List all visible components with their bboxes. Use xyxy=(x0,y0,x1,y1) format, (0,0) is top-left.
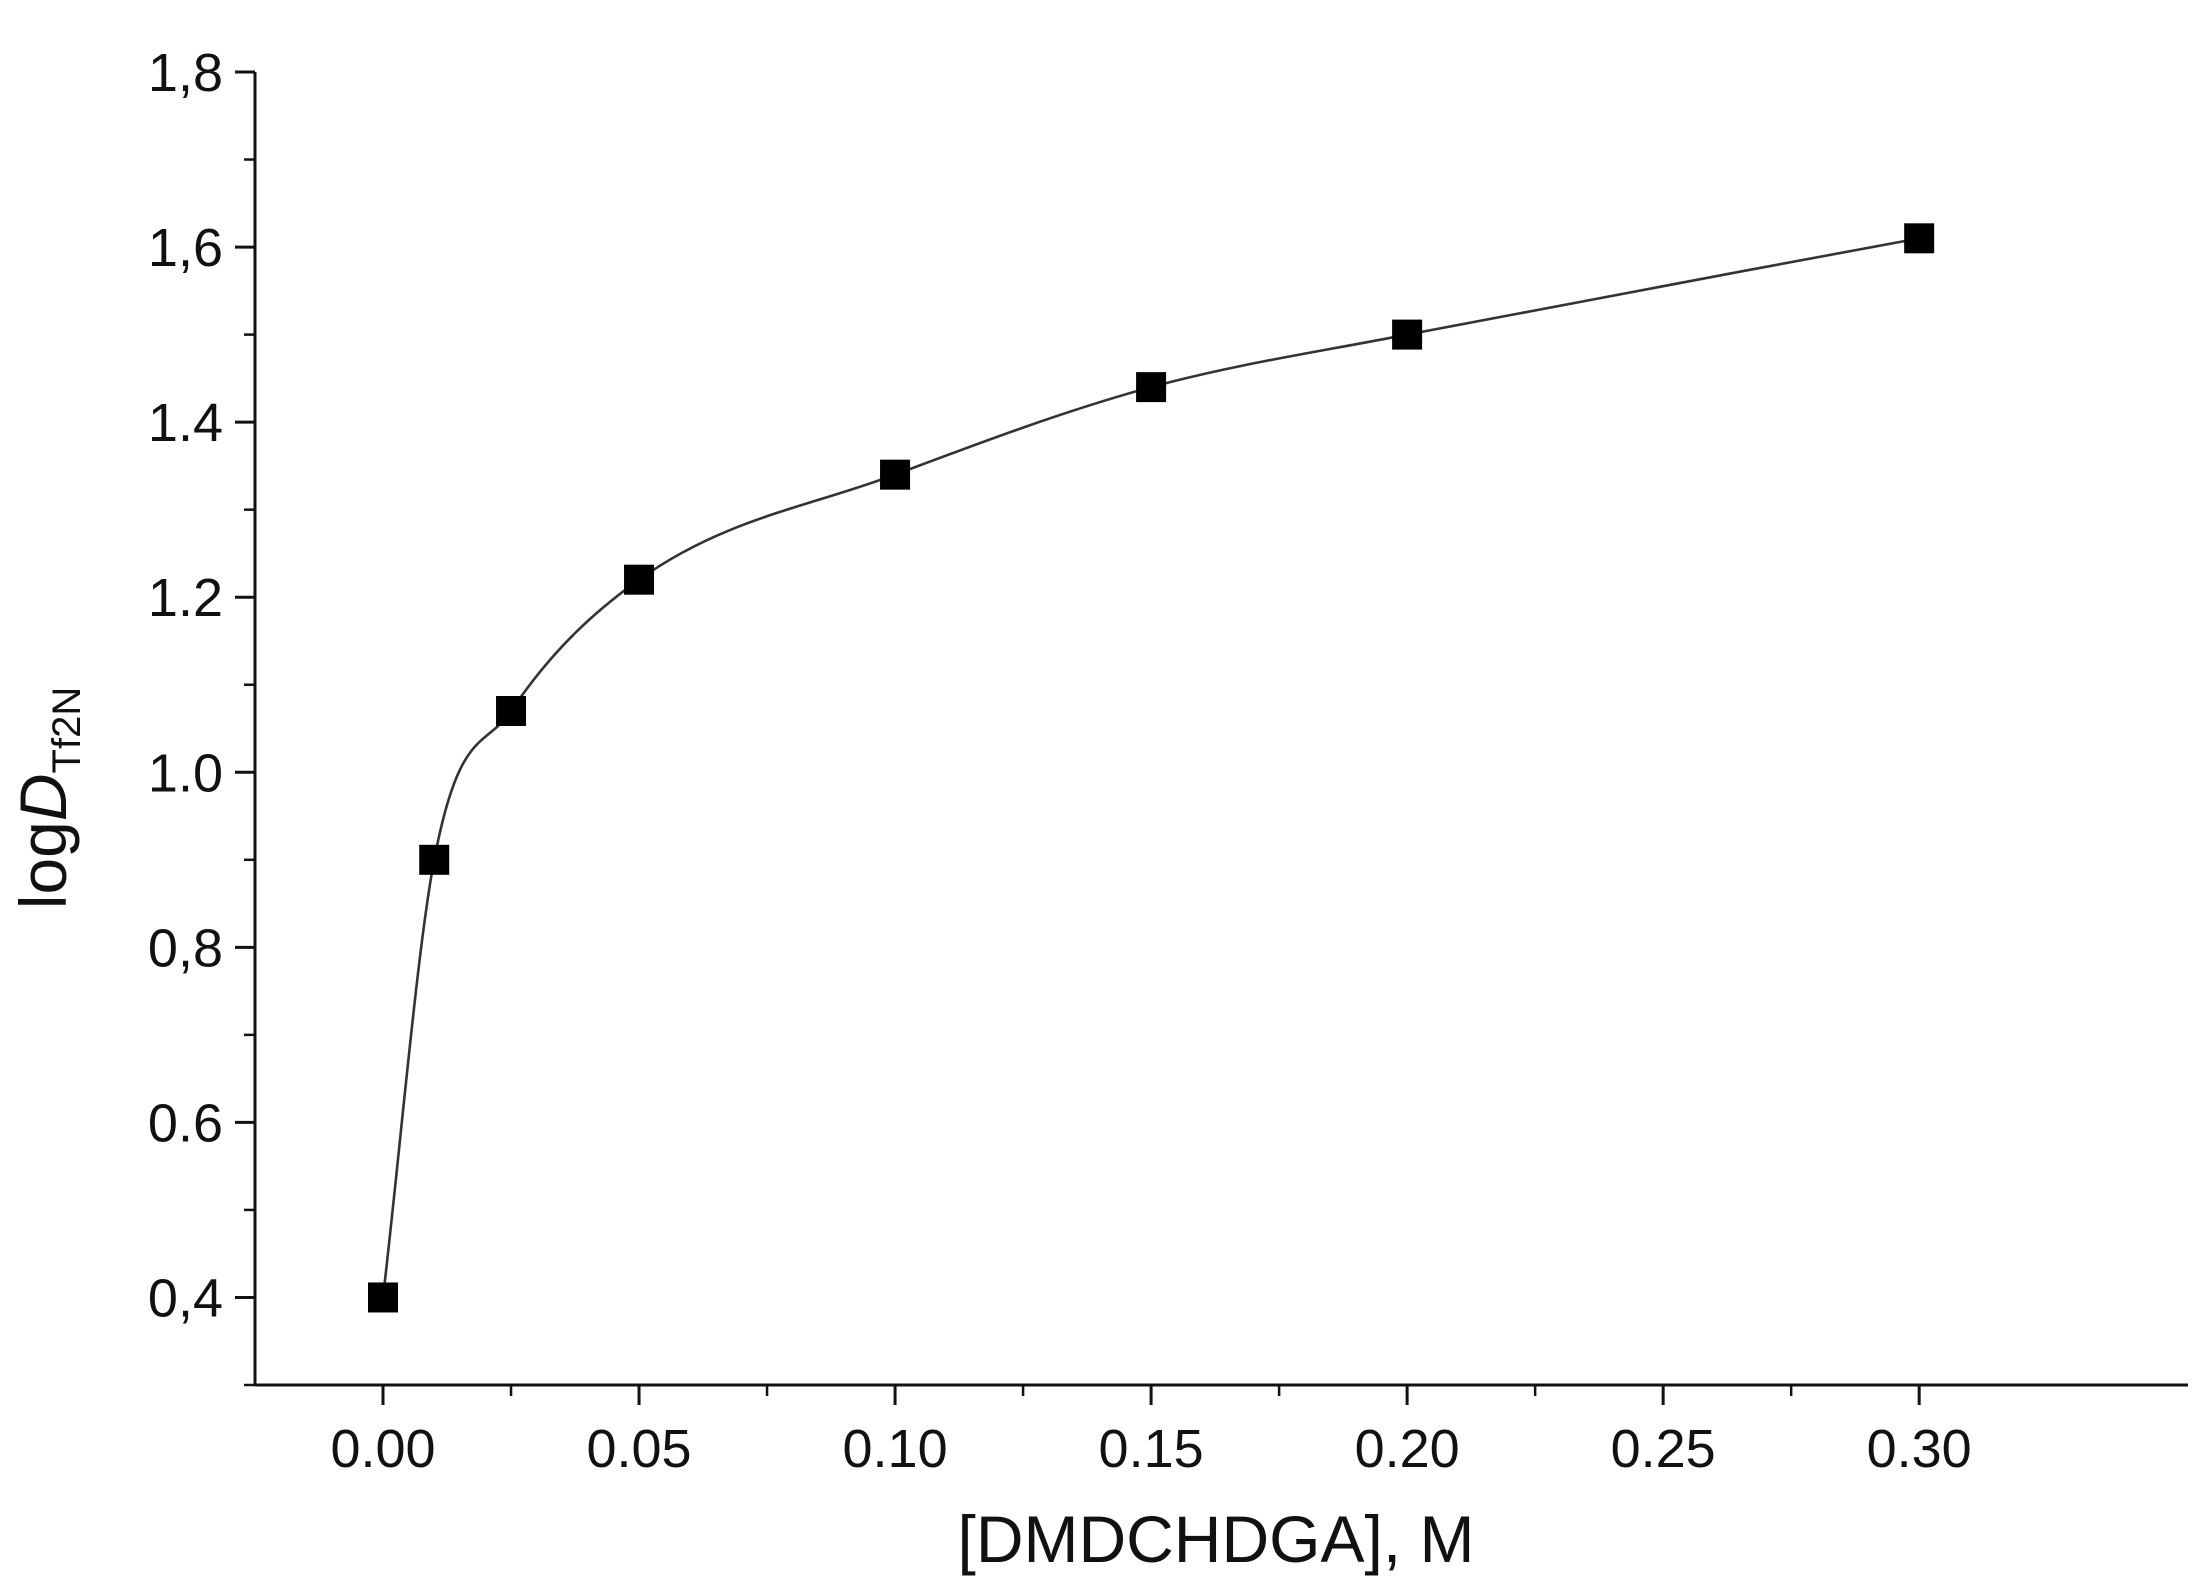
x-tick-label: 0.25 xyxy=(1611,1419,1716,1479)
y-tick-label: 0.6 xyxy=(148,1093,223,1153)
y-tick-label: 1.0 xyxy=(148,743,223,803)
ticks xyxy=(235,70,1921,1405)
x-tick-label: 0.05 xyxy=(586,1419,691,1479)
x-tick-label: 0.10 xyxy=(843,1419,948,1479)
y-axis-title-italic: D xyxy=(6,773,80,821)
y-tick-label: 0,4 xyxy=(148,1268,223,1328)
x-tick-label: 0.30 xyxy=(1867,1419,1972,1479)
data-point xyxy=(1392,319,1423,350)
y-tick-label: 1,8 xyxy=(148,43,223,103)
x-tick-label: 0.00 xyxy=(330,1419,435,1479)
x-axis-title: [DMDCHDGA], M xyxy=(958,1502,1475,1576)
y-axis-title-subscript: Tf2N xyxy=(45,687,89,774)
axes xyxy=(253,72,2188,1387)
data-point xyxy=(1136,372,1167,403)
y-tick-label: 1.4 xyxy=(148,393,223,453)
x-tick-label: 0.20 xyxy=(1355,1419,1460,1479)
data-markers xyxy=(368,223,1935,1313)
data-point xyxy=(496,695,527,726)
data-point xyxy=(624,564,655,595)
tick-labels: 0.00 0.05 0.10 0.15 0.20 0.25 0.30 0,4 0.6 0,8 1.0… xyxy=(148,43,1972,1479)
y-axis-title-main: log xyxy=(6,821,80,909)
data-point xyxy=(368,1282,399,1313)
y-axis-title: logDTf2N xyxy=(6,687,89,909)
data-point xyxy=(419,844,450,875)
y-tick-label: 1.2 xyxy=(148,568,223,628)
data-point xyxy=(1904,223,1935,254)
x-tick-label: 0.15 xyxy=(1099,1419,1204,1479)
y-tick-label: 0,8 xyxy=(148,918,223,978)
y-tick-label: 1,6 xyxy=(148,218,223,278)
data-point xyxy=(880,459,911,490)
